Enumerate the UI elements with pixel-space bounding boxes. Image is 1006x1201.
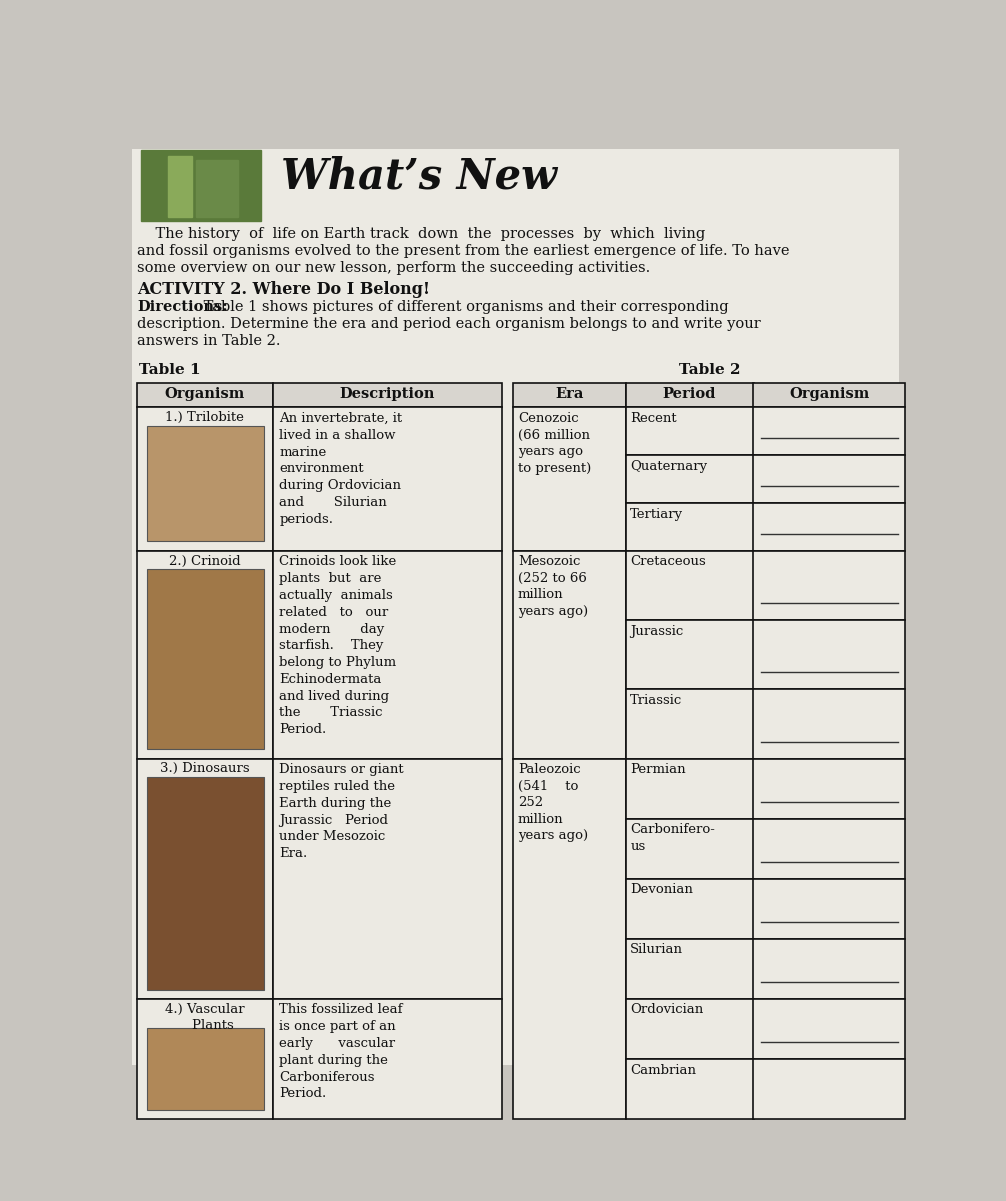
Bar [626, 939, 753, 999]
Bar [753, 503, 905, 551]
Text: This fossilized leaf
is once part of an
early      vascular
plant during the
Car: This fossilized leaf is once part of an … [280, 1004, 402, 1100]
Bar [147, 777, 264, 990]
Bar [273, 759, 502, 999]
Text: Devonian: Devonian [631, 883, 693, 896]
Polygon shape [141, 150, 262, 221]
Text: Directions:: Directions: [138, 300, 228, 313]
Text: Crinoids look like
plants  but  are
actually  animals
related   to   our
modern : Crinoids look like plants but are actual… [280, 555, 396, 736]
Text: Ordovician: Ordovician [631, 1004, 703, 1016]
Bar [273, 383, 502, 407]
Bar [273, 551, 502, 759]
Polygon shape [168, 156, 191, 217]
Text: What’s New: What’s New [281, 156, 556, 198]
Text: Mesozoic
(252 to 66
million
years ago): Mesozoic (252 to 66 million years ago) [518, 555, 589, 617]
Bar [626, 999, 753, 1059]
Bar [626, 455, 753, 503]
Text: 4.) Vascular
    Plants: 4.) Vascular Plants [165, 1003, 244, 1032]
Bar [273, 407, 502, 551]
Bar [513, 759, 626, 1119]
Bar [753, 407, 905, 455]
Bar [513, 383, 626, 407]
Polygon shape [195, 160, 238, 217]
Bar [753, 999, 905, 1059]
Bar [626, 620, 753, 689]
Bar [626, 819, 753, 879]
Text: Recent: Recent [631, 412, 677, 425]
Text: Organism: Organism [165, 388, 244, 401]
Text: Silurian: Silurian [631, 943, 683, 956]
Bar [626, 759, 753, 819]
Text: Cambrian: Cambrian [631, 1064, 696, 1076]
Bar [626, 879, 753, 939]
Text: Tertiary: Tertiary [631, 508, 683, 520]
Text: ACTIVITY 2. Where Do I Belong!: ACTIVITY 2. Where Do I Belong! [138, 281, 431, 298]
Bar [626, 407, 753, 455]
Bar [753, 551, 905, 620]
Text: Paleozoic
(541    to
252
million
years ago): Paleozoic (541 to 252 million years ago) [518, 763, 589, 842]
Bar [138, 407, 273, 551]
Bar [626, 689, 753, 759]
Bar [138, 551, 273, 759]
Bar [753, 939, 905, 999]
Text: An invertebrate, it
lived in a shallow
marine
environment
during Ordovician
and : An invertebrate, it lived in a shallow m… [280, 412, 402, 526]
Text: The history  of  life on Earth track  down  the  processes  by  which  living: The history of life on Earth track down … [138, 227, 705, 241]
Bar [513, 551, 626, 759]
Text: description. Determine the era and period each organism belongs to and write you: description. Determine the era and perio… [138, 317, 762, 330]
Text: Quaternary: Quaternary [631, 460, 707, 473]
Bar [626, 1059, 753, 1119]
Bar [753, 455, 905, 503]
Text: Era: Era [555, 388, 583, 401]
Bar [753, 759, 905, 819]
Bar [753, 620, 905, 689]
Bar [273, 999, 502, 1119]
Bar [753, 879, 905, 939]
Bar [138, 999, 273, 1119]
Text: Period: Period [663, 388, 716, 401]
Text: Permian: Permian [631, 763, 686, 776]
Text: 3.) Dinosaurs: 3.) Dinosaurs [160, 763, 249, 776]
Text: Table 1 shows pictures of different organisms and their corresponding: Table 1 shows pictures of different orga… [199, 300, 729, 313]
Text: some overview on our new lesson, perform the succeeding activities.: some overview on our new lesson, perform… [138, 261, 651, 275]
Bar [626, 383, 753, 407]
Text: Table 1: Table 1 [139, 363, 200, 377]
Bar [753, 689, 905, 759]
Bar [626, 503, 753, 551]
Text: 1.) Trilobite: 1.) Trilobite [165, 411, 244, 424]
Bar [147, 426, 264, 542]
Text: 2.) Crinoid: 2.) Crinoid [169, 555, 240, 568]
Bar [513, 407, 626, 551]
Text: answers in Table 2.: answers in Table 2. [138, 334, 281, 347]
Text: Cretaceous: Cretaceous [631, 555, 706, 568]
Text: Carbonifero-
us: Carbonifero- us [631, 823, 715, 853]
Text: Dinosaurs or giant
reptiles ruled the
Earth during the
Jurassic   Period
under M: Dinosaurs or giant reptiles ruled the Ea… [280, 763, 403, 860]
Bar [138, 383, 273, 407]
Text: Cenozoic
(66 million
years ago
to present): Cenozoic (66 million years ago to presen… [518, 412, 592, 474]
Bar [147, 569, 264, 749]
Bar [147, 1028, 264, 1110]
Text: Organism: Organism [790, 388, 869, 401]
Text: Table 2: Table 2 [679, 363, 740, 377]
Bar [138, 759, 273, 999]
Text: Triassic: Triassic [631, 694, 682, 707]
Bar [753, 383, 905, 407]
Bar [753, 1059, 905, 1119]
Text: Description: Description [339, 388, 435, 401]
Text: and fossil organisms evolved to the present from the earliest emergence of life.: and fossil organisms evolved to the pres… [138, 244, 790, 258]
Text: Jurassic: Jurassic [631, 625, 683, 638]
Bar [626, 551, 753, 620]
Bar [753, 819, 905, 879]
